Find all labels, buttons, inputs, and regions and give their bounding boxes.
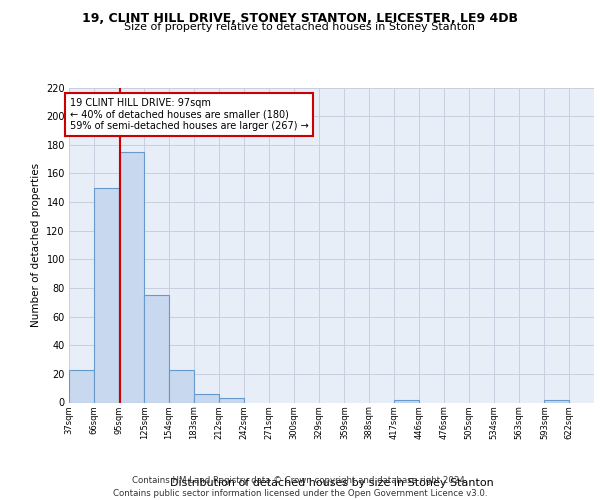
Bar bbox=[169, 370, 194, 402]
Bar bbox=[394, 400, 419, 402]
Y-axis label: Number of detached properties: Number of detached properties bbox=[31, 163, 41, 327]
X-axis label: Distribution of detached houses by size in Stoney Stanton: Distribution of detached houses by size … bbox=[170, 478, 493, 488]
Bar bbox=[144, 295, 169, 403]
Text: Contains HM Land Registry data © Crown copyright and database right 2024.
Contai: Contains HM Land Registry data © Crown c… bbox=[113, 476, 487, 498]
Text: 19, CLINT HILL DRIVE, STONEY STANTON, LEICESTER, LE9 4DB: 19, CLINT HILL DRIVE, STONEY STANTON, LE… bbox=[82, 12, 518, 26]
Text: 19 CLINT HILL DRIVE: 97sqm
← 40% of detached houses are smaller (180)
59% of sem: 19 CLINT HILL DRIVE: 97sqm ← 40% of deta… bbox=[70, 98, 308, 130]
Bar bbox=[544, 400, 569, 402]
Bar bbox=[94, 188, 119, 402]
Bar bbox=[194, 394, 218, 402]
Text: Size of property relative to detached houses in Stoney Stanton: Size of property relative to detached ho… bbox=[125, 22, 476, 32]
Bar bbox=[218, 398, 244, 402]
Bar bbox=[69, 370, 94, 402]
Bar bbox=[119, 152, 144, 403]
